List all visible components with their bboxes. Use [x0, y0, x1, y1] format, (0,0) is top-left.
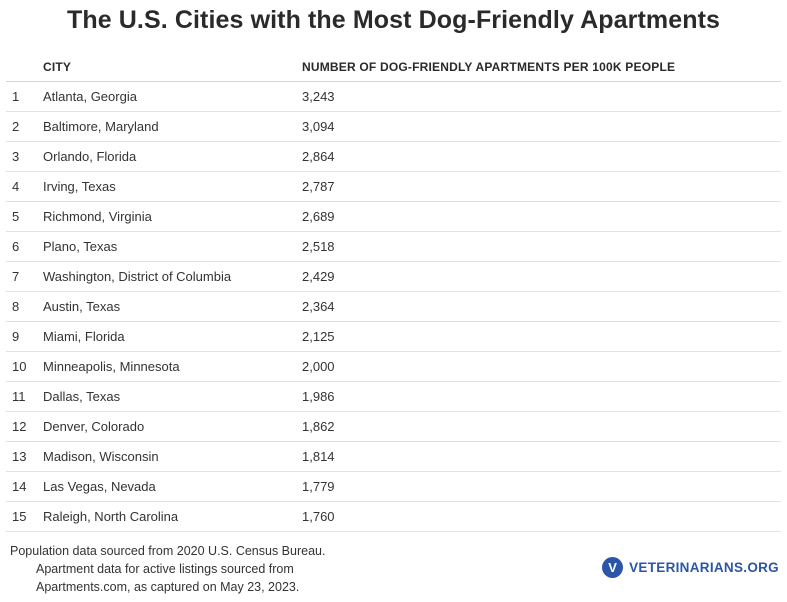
footnote-line-3: Apartments.com, as captured on May 23, 2… [36, 580, 300, 594]
table-row: 15 Raleigh, North Carolina 1,760 [6, 502, 781, 532]
table-row: 10 Minneapolis, Minnesota 2,000 [6, 352, 781, 382]
table-row: 13 Madison, Wisconsin 1,814 [6, 442, 781, 472]
table-row: 14 Las Vegas, Nevada 1,779 [6, 472, 781, 502]
table-row: 11 Dallas, Texas 1,986 [6, 382, 781, 412]
city-cell: Dallas, Texas [43, 389, 121, 404]
rank-cell: 8 [12, 299, 20, 314]
data-table: CITY NUMBER OF DOG-FRIENDLY APARTMENTS P… [6, 52, 781, 532]
value-cell: 3,094 [302, 119, 335, 134]
city-cell: Denver, Colorado [43, 419, 145, 434]
column-header-city: CITY [43, 60, 72, 74]
city-cell: Austin, Texas [43, 299, 121, 314]
value-cell: 2,000 [302, 359, 335, 374]
value-cell: 2,429 [302, 269, 335, 284]
rank-cell: 12 [12, 419, 27, 434]
rank-cell: 4 [12, 179, 20, 194]
table-row: 6 Plano, Texas 2,518 [6, 232, 781, 262]
value-cell: 1,814 [302, 449, 335, 464]
rank-cell: 9 [12, 329, 20, 344]
city-cell: Miami, Florida [43, 329, 125, 344]
city-cell: Las Vegas, Nevada [43, 479, 156, 494]
value-cell: 3,243 [302, 89, 335, 104]
rank-cell: 14 [12, 479, 27, 494]
value-cell: 2,689 [302, 209, 335, 224]
rank-cell: 15 [12, 509, 27, 524]
table-header: CITY NUMBER OF DOG-FRIENDLY APARTMENTS P… [6, 52, 781, 82]
city-cell: Madison, Wisconsin [43, 449, 159, 464]
veterinarians-logo-icon: V [602, 556, 624, 578]
city-cell: Irving, Texas [43, 179, 116, 194]
value-cell: 1,760 [302, 509, 335, 524]
city-cell: Atlanta, Georgia [43, 89, 137, 104]
city-cell: Washington, District of Columbia [43, 269, 232, 284]
value-cell: 2,864 [302, 149, 335, 164]
brand-logo[interactable]: V VETERINARIANS.ORG [602, 556, 779, 578]
rank-cell: 10 [12, 359, 27, 374]
table-row: 3 Orlando, Florida 2,864 [6, 142, 781, 172]
value-cell: 2,787 [302, 179, 335, 194]
table-row: 4 Irving, Texas 2,787 [6, 172, 781, 202]
table-row: 2 Baltimore, Maryland 3,094 [6, 112, 781, 142]
footnote-line-2: Apartment data for active listings sourc… [36, 562, 294, 576]
rank-cell: 13 [12, 449, 27, 464]
footnote-line-1: Population data sourced from 2020 U.S. C… [10, 544, 326, 558]
rank-cell: 3 [12, 149, 20, 164]
city-cell: Baltimore, Maryland [43, 119, 159, 134]
rank-cell: 2 [12, 119, 20, 134]
city-cell: Minneapolis, Minnesota [43, 359, 180, 374]
table-row: 8 Austin, Texas 2,364 [6, 292, 781, 322]
table-row: 7 Washington, District of Columbia 2,429 [6, 262, 781, 292]
brand-name: VETERINARIANS.ORG [629, 559, 779, 575]
table-row: 1 Atlanta, Georgia 3,243 [6, 82, 781, 112]
city-cell: Raleigh, North Carolina [43, 509, 179, 524]
chart-title: The U.S. Cities with the Most Dog-Friend… [66, 6, 721, 34]
table-row: 12 Denver, Colorado 1,862 [6, 412, 781, 442]
table-row: 9 Miami, Florida 2,125 [6, 322, 781, 352]
table-row: 5 Richmond, Virginia 2,689 [6, 202, 781, 232]
value-cell: 1,779 [302, 479, 335, 494]
rank-cell: 1 [12, 89, 20, 104]
value-cell: 2,518 [302, 239, 335, 254]
value-cell: 2,364 [302, 299, 335, 314]
table-body: 1 Atlanta, Georgia 3,243 2 Baltimore, Maryla… [6, 82, 781, 532]
column-header-value: NUMBER OF DOG-FRIENDLY APARTMENTS PER 10… [302, 60, 676, 74]
source-footnote: Population data sourced from 2020 U.S. C… [10, 542, 325, 596]
value-cell: 2,125 [302, 329, 335, 344]
rank-cell: 7 [12, 269, 20, 284]
rank-cell: 11 [12, 389, 26, 404]
rank-cell: 5 [12, 209, 20, 224]
rank-cell: 6 [12, 239, 20, 254]
value-cell: 1,862 [302, 419, 335, 434]
city-cell: Plano, Texas [43, 239, 118, 254]
value-cell: 1,986 [302, 389, 335, 404]
city-cell: Orlando, Florida [43, 149, 137, 164]
city-cell: Richmond, Virginia [43, 209, 152, 224]
